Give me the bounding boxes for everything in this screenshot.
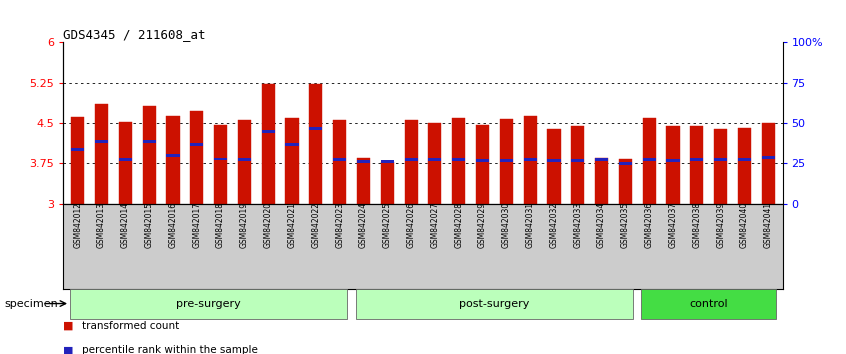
Bar: [95, 104, 108, 204]
Bar: [500, 159, 513, 162]
Bar: [71, 116, 85, 204]
Bar: [310, 84, 322, 204]
Bar: [357, 160, 370, 163]
Bar: [500, 119, 513, 204]
Bar: [261, 130, 275, 132]
Bar: [690, 126, 703, 204]
Bar: [238, 158, 251, 161]
Bar: [285, 143, 299, 146]
Bar: [761, 123, 775, 204]
Bar: [310, 127, 322, 130]
Bar: [571, 159, 585, 162]
Bar: [738, 158, 751, 161]
Bar: [404, 120, 418, 204]
Bar: [95, 140, 108, 143]
Bar: [476, 125, 489, 204]
Text: percentile rank within the sample: percentile rank within the sample: [82, 346, 258, 354]
Bar: [761, 156, 775, 159]
Bar: [524, 116, 536, 204]
Bar: [428, 158, 442, 161]
Text: post-surgery: post-surgery: [459, 298, 530, 309]
Bar: [643, 158, 656, 161]
Bar: [690, 158, 703, 161]
Bar: [381, 160, 394, 163]
Bar: [214, 158, 228, 160]
Bar: [404, 158, 418, 161]
Bar: [118, 158, 132, 161]
Text: GDS4345 / 211608_at: GDS4345 / 211608_at: [63, 28, 206, 41]
Bar: [476, 159, 489, 162]
Text: transformed count: transformed count: [82, 321, 179, 331]
Bar: [547, 159, 561, 162]
Bar: [452, 158, 465, 161]
Bar: [381, 162, 394, 204]
Bar: [333, 158, 346, 161]
Bar: [714, 158, 728, 161]
Bar: [190, 143, 203, 146]
Bar: [595, 158, 608, 204]
Bar: [667, 126, 679, 204]
Bar: [285, 118, 299, 204]
Bar: [738, 129, 751, 204]
Bar: [428, 123, 442, 204]
Bar: [643, 118, 656, 204]
Text: ■: ■: [63, 321, 74, 331]
Bar: [355, 289, 633, 319]
Text: ■: ■: [63, 346, 74, 354]
Bar: [167, 116, 179, 204]
Bar: [641, 289, 776, 319]
Bar: [118, 122, 132, 204]
Bar: [595, 158, 608, 161]
Bar: [714, 130, 728, 204]
Bar: [143, 106, 156, 204]
Bar: [452, 118, 465, 204]
Text: control: control: [689, 298, 728, 309]
Text: pre-surgery: pre-surgery: [176, 298, 241, 309]
Bar: [333, 120, 346, 204]
Bar: [667, 159, 679, 162]
Bar: [214, 125, 228, 204]
Bar: [618, 159, 632, 204]
Bar: [238, 120, 251, 204]
Bar: [71, 148, 85, 152]
Text: specimen: specimen: [4, 298, 58, 309]
Bar: [524, 158, 536, 161]
Bar: [357, 158, 370, 204]
Bar: [547, 130, 561, 204]
Bar: [261, 84, 275, 204]
Bar: [190, 111, 203, 204]
Bar: [571, 126, 585, 204]
Bar: [143, 140, 156, 143]
Bar: [618, 162, 632, 165]
Bar: [70, 289, 348, 319]
Bar: [167, 154, 179, 157]
